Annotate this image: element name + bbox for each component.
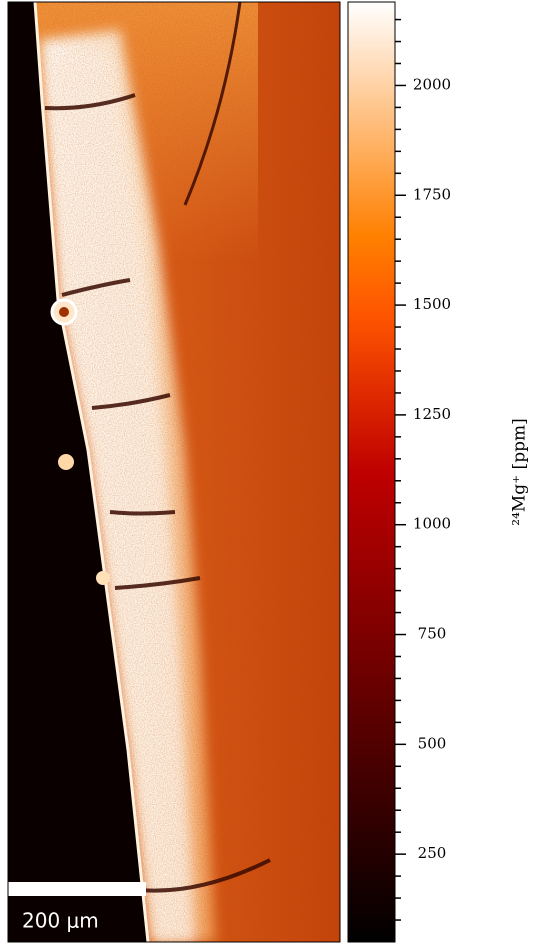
tick-label: 1250	[413, 405, 451, 423]
colorbar-fill	[347, 1, 396, 943]
tick-label: 750	[418, 625, 447, 643]
tick-label: 1750	[413, 185, 451, 203]
tick-label: 500	[418, 734, 447, 752]
tick-label: 1500	[413, 295, 451, 313]
sample-image: 200 μm	[8, 2, 340, 942]
colorbar-label: ²⁴Mg⁺ [ppm]	[510, 418, 530, 525]
scale-bar-label: 200 μm	[22, 909, 99, 933]
colorbar: 250 500 750 1000 1250 1500 1750 2000	[347, 1, 451, 943]
tick-label: 250	[418, 844, 447, 862]
tick-label: 2000	[413, 75, 451, 93]
tick-label: 1000	[413, 515, 451, 533]
scale-bar	[8, 882, 146, 896]
image-frame	[7, 1, 341, 943]
